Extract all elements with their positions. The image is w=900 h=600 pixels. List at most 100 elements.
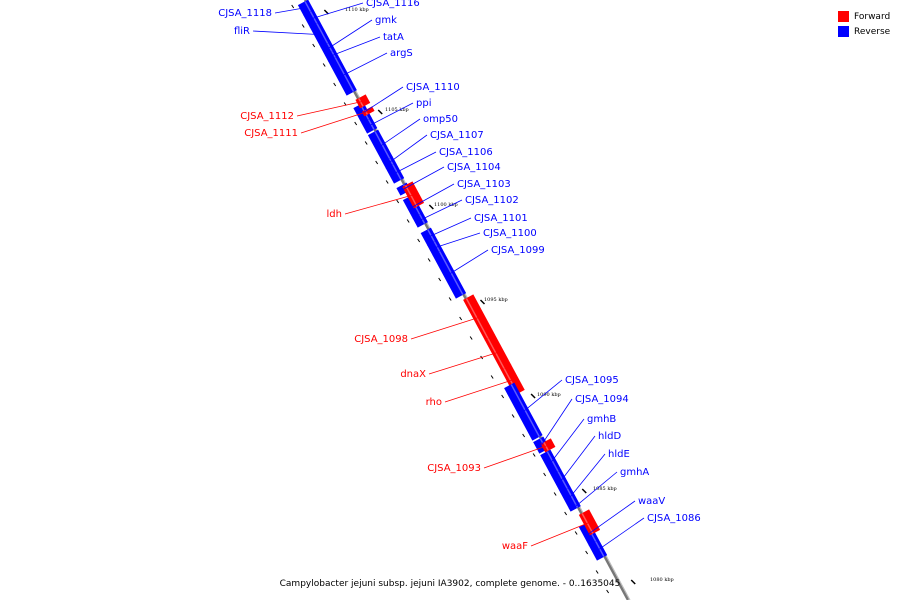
gene-leader-line bbox=[252, 30, 321, 36]
minor-tick bbox=[501, 394, 505, 399]
gene-label: CJSA_1101 bbox=[474, 213, 528, 224]
gene-highlight bbox=[465, 298, 489, 339]
gene-label: CJSA_1118 bbox=[218, 8, 272, 19]
tick-label: 1095 kbp bbox=[484, 297, 508, 303]
forward-swatch-icon bbox=[838, 11, 849, 22]
gene-label: ldh bbox=[327, 209, 342, 220]
gene-highlight bbox=[575, 504, 579, 508]
gene-label: tatA bbox=[383, 32, 404, 43]
gene-leader-line bbox=[483, 445, 549, 469]
minor-tick bbox=[606, 589, 610, 594]
minor-tick bbox=[511, 414, 515, 418]
gene-label: hldD bbox=[598, 431, 621, 442]
gene-label: CJSA_1100 bbox=[483, 228, 537, 239]
minor-tick bbox=[396, 199, 400, 204]
gene-label: ppi bbox=[416, 98, 431, 109]
gene-leader-line bbox=[428, 352, 499, 375]
gene-label: gmhA bbox=[620, 467, 649, 478]
minor-tick bbox=[375, 160, 379, 165]
minor-tick bbox=[354, 121, 358, 126]
gene-highlight bbox=[316, 23, 329, 44]
minor-tick bbox=[301, 24, 305, 28]
gene-label: argS bbox=[390, 48, 413, 59]
major-tick bbox=[630, 579, 636, 585]
gene-label: CJSA_1116 bbox=[366, 0, 420, 9]
gene-label: gmhB bbox=[587, 414, 616, 425]
major-tick bbox=[479, 299, 486, 305]
gene-leader-line bbox=[394, 151, 437, 174]
gene-leader-line bbox=[574, 471, 618, 508]
gene-label: CJSA_1102 bbox=[465, 195, 519, 206]
gene-label: CJSA_1104 bbox=[447, 162, 501, 173]
gene-label: hldE bbox=[608, 449, 630, 460]
minor-tick bbox=[333, 82, 337, 87]
gene-leader-line bbox=[380, 118, 421, 147]
minor-tick bbox=[291, 4, 295, 9]
gene-leader-line bbox=[434, 232, 481, 248]
gene-label: CJSA_1110 bbox=[406, 82, 460, 93]
gene-features bbox=[297, 0, 608, 561]
tick-label: 1090 kbp bbox=[537, 392, 561, 398]
gene-leader-line bbox=[597, 517, 645, 551]
gene-label: omp50 bbox=[423, 114, 458, 125]
minor-tick bbox=[574, 531, 578, 535]
minor-tick bbox=[490, 375, 494, 379]
minor-tick bbox=[322, 63, 326, 67]
legend-item-forward: Forward bbox=[838, 9, 890, 24]
minor-tick bbox=[312, 43, 316, 48]
gene-leader-line bbox=[588, 500, 636, 534]
gene-leader-line bbox=[410, 317, 480, 340]
gene-label: dnaX bbox=[400, 369, 426, 380]
gene-leader-line bbox=[550, 418, 585, 463]
tick-label: 1105 kbp bbox=[385, 107, 409, 113]
gene-label: waaV bbox=[638, 496, 665, 507]
gene-highlight bbox=[546, 451, 559, 472]
minor-tick bbox=[595, 570, 599, 574]
major-tick bbox=[428, 204, 434, 210]
gene-leader-line bbox=[530, 522, 590, 547]
reverse-swatch-icon bbox=[838, 26, 849, 37]
tick-label: 1110 kbp bbox=[345, 7, 369, 13]
legend-item-reverse: Reverse bbox=[838, 24, 890, 39]
gene-label: CJSA_1099 bbox=[491, 245, 545, 256]
tick-label: 1085 kbp bbox=[593, 486, 617, 492]
minor-tick bbox=[543, 472, 547, 477]
gene-leader-line bbox=[523, 379, 563, 412]
gene-label: CJSA_1094 bbox=[575, 394, 629, 405]
strand-legend: Forward Reverse bbox=[838, 9, 890, 39]
gene-label: gmk bbox=[375, 15, 397, 26]
gene-labels: CJSA_1118 CJSA_1116 fliR gmk tatA argS CJSA_11… bbox=[218, 0, 701, 552]
gene-leader-line bbox=[560, 435, 596, 482]
gene-label: CJSA_1095 bbox=[565, 375, 619, 386]
gene-leader-line bbox=[311, 2, 364, 19]
minor-tick bbox=[427, 258, 431, 262]
gene-label: CJSA_1112 bbox=[240, 111, 294, 122]
gene-label: CJSA_1106 bbox=[439, 147, 493, 158]
gene-highlight bbox=[510, 384, 540, 437]
gene-highlight bbox=[304, 1, 312, 12]
minor-tick bbox=[459, 316, 463, 321]
gene-highlight bbox=[566, 488, 577, 505]
gene-leader-line bbox=[331, 36, 381, 56]
gene-highlight bbox=[309, 11, 318, 24]
legend-label-forward: Forward bbox=[854, 11, 891, 22]
minor-tick bbox=[532, 453, 536, 457]
legend-label-reverse: Reverse bbox=[854, 26, 891, 37]
gene-highlight bbox=[404, 185, 418, 207]
gene-leader-line bbox=[444, 379, 513, 403]
minor-tick bbox=[564, 511, 568, 516]
minor-tick bbox=[417, 238, 421, 243]
minor-tick bbox=[469, 336, 473, 340]
gene-highlight bbox=[557, 471, 568, 489]
minor-tick bbox=[553, 492, 557, 496]
gene-leader-line bbox=[541, 398, 573, 446]
gene-label: CJSA_1103 bbox=[457, 179, 511, 190]
gene-leader-line bbox=[569, 453, 606, 498]
gene-leader-line bbox=[369, 102, 414, 126]
minor-tick bbox=[364, 141, 368, 145]
gene-label: CJSA_1111 bbox=[244, 128, 298, 139]
gene-leader-line bbox=[412, 183, 455, 207]
gene-leader-line bbox=[296, 101, 363, 117]
minor-tick bbox=[522, 433, 526, 438]
